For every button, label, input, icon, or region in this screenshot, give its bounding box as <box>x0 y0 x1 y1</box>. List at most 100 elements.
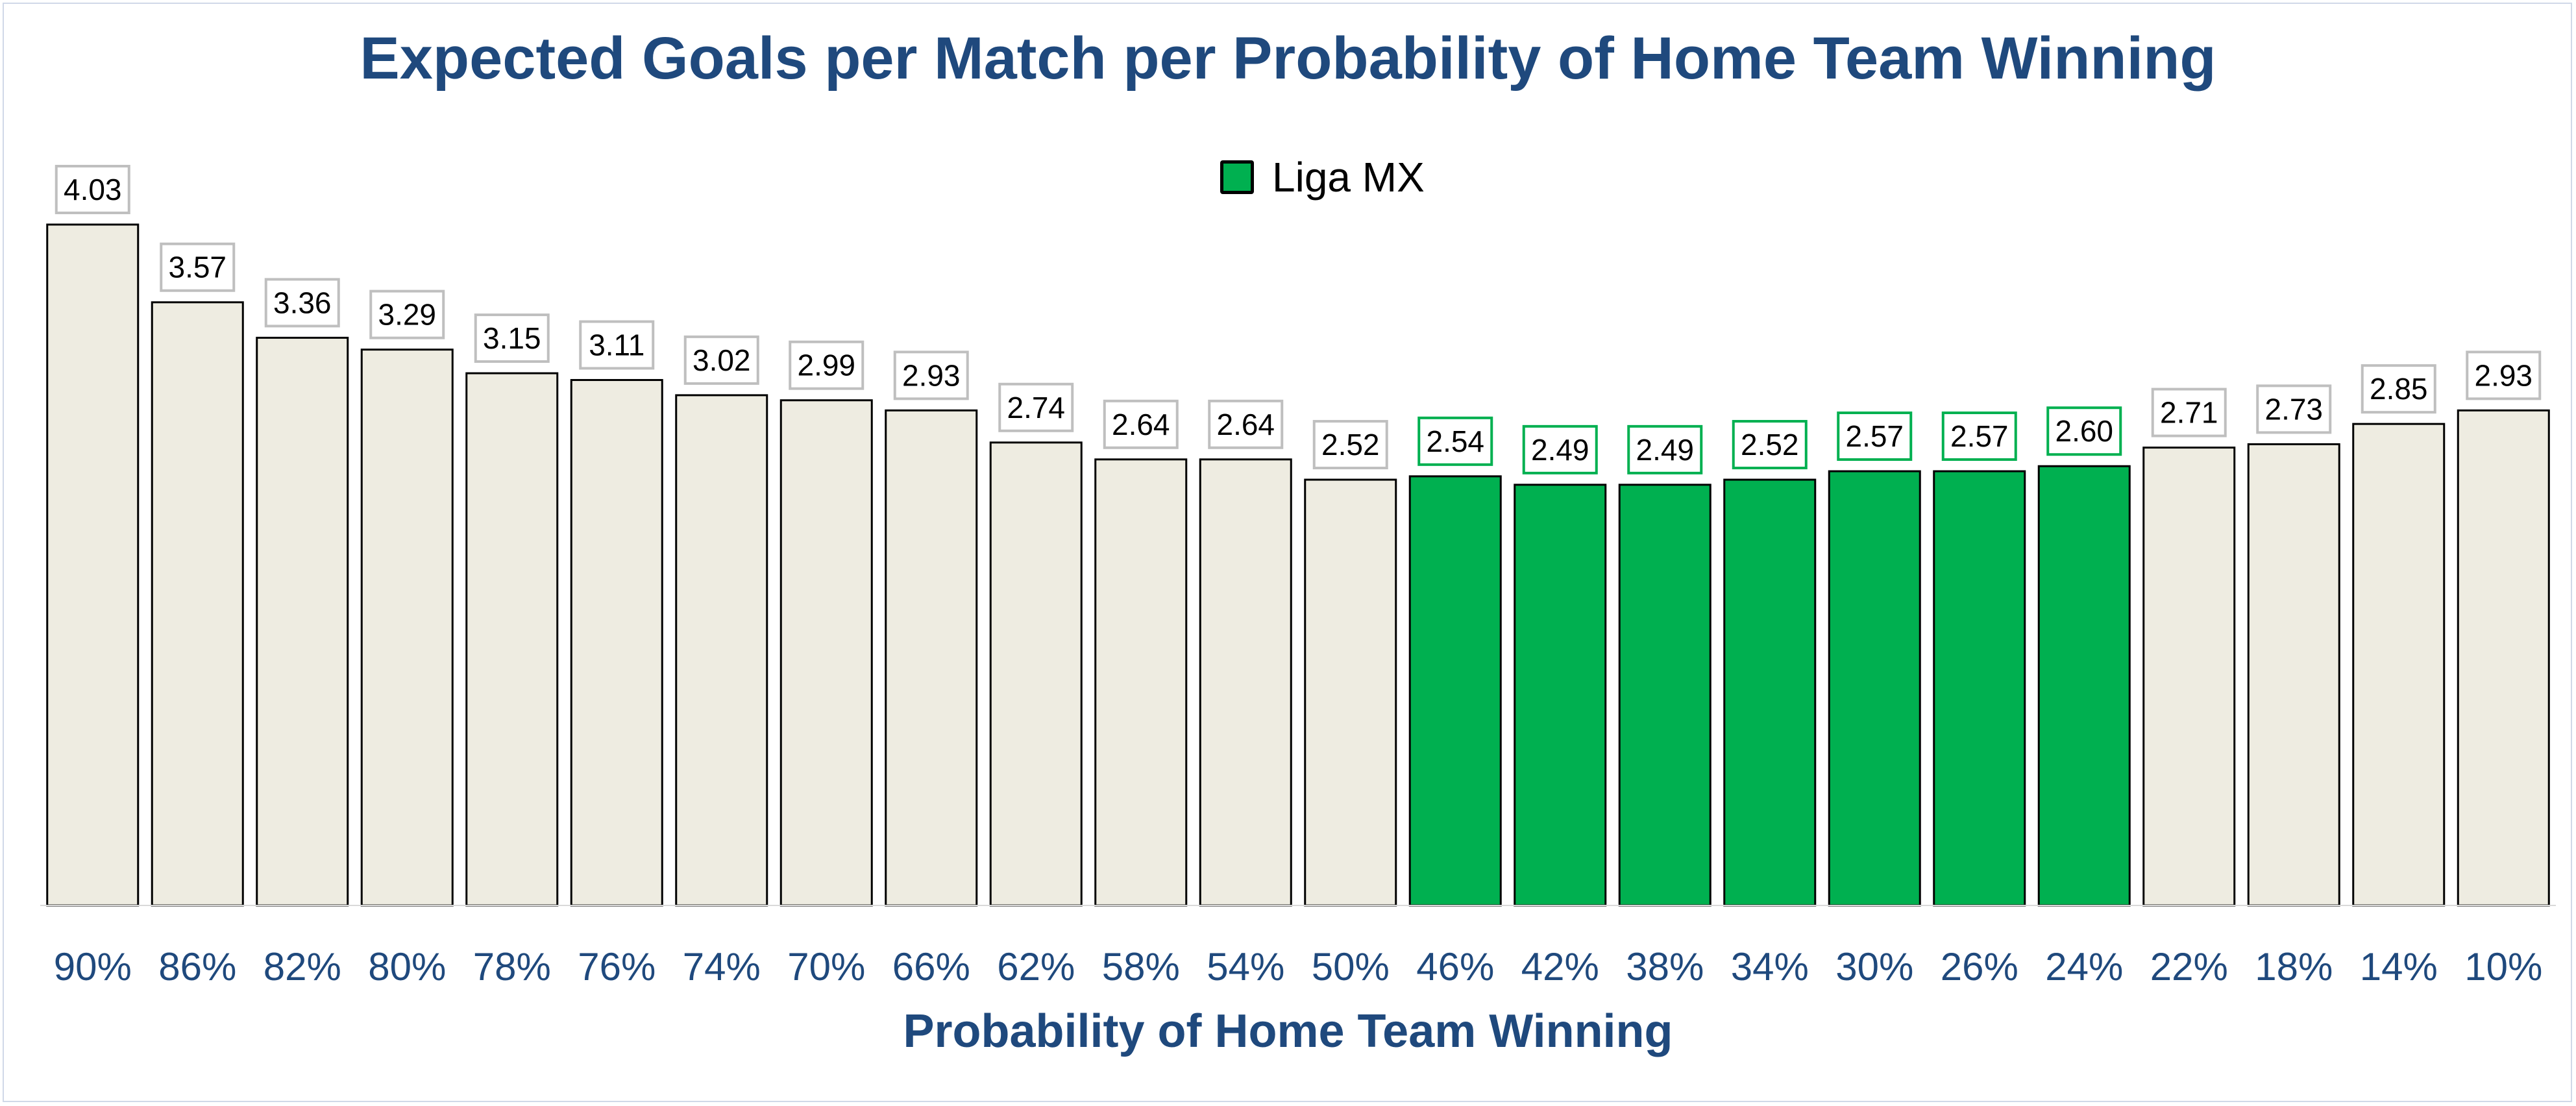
x-tick-label: 26% <box>1941 945 2018 989</box>
data-label-box <box>2361 364 2436 414</box>
data-label: 2.60 <box>2055 414 2113 448</box>
x-tick-label: 82% <box>264 945 341 989</box>
bar-50pct <box>1304 478 1397 907</box>
data-label: 3.57 <box>168 251 227 284</box>
bar-18pct <box>2247 443 2340 907</box>
bar-26pct <box>1933 470 2026 907</box>
data-label: 3.02 <box>693 343 751 377</box>
data-label: 2.54 <box>1426 424 1484 458</box>
bar-70pct <box>779 399 873 907</box>
bar-54pct <box>1199 458 1292 907</box>
x-tick-label: 10% <box>2464 945 2542 989</box>
legend: Liga MX <box>1220 154 1425 201</box>
data-label: 2.73 <box>2264 392 2323 426</box>
bar-90pct <box>46 223 140 907</box>
x-tick-label: 90% <box>54 945 132 989</box>
data-label-box <box>369 289 445 339</box>
data-label: 2.49 <box>1636 433 1694 467</box>
x-axis-title: Probability of Home Team Winning <box>903 1005 1673 1057</box>
bar-78pct <box>465 372 559 907</box>
data-label-box <box>160 242 236 292</box>
data-label-box <box>474 313 550 363</box>
bar-34pct <box>1723 478 1817 907</box>
x-tick-label: 50% <box>1312 945 1390 989</box>
data-label: 2.93 <box>902 358 961 392</box>
data-label-box <box>1837 412 1913 461</box>
x-tick-label: 62% <box>997 945 1075 989</box>
x-tick-label: 34% <box>1731 945 1809 989</box>
x-tick-label: 46% <box>1416 945 1494 989</box>
bar-76pct <box>570 378 663 907</box>
data-label-box <box>2256 384 2332 434</box>
x-tick-label: 76% <box>578 945 656 989</box>
x-tick-label: 42% <box>1521 945 1599 989</box>
x-tick-label: 58% <box>1102 945 1180 989</box>
bar-46pct <box>1408 475 1502 907</box>
chart-title: Expected Goals per Match per Probability… <box>360 25 2216 92</box>
data-label: 2.74 <box>1007 391 1065 424</box>
x-tick-label: 78% <box>473 945 551 989</box>
data-label-box <box>1941 412 2017 461</box>
x-tick-label: 38% <box>1626 945 1704 989</box>
data-label: 2.64 <box>1216 408 1275 441</box>
bar-14pct <box>2352 423 2446 907</box>
bar-66pct <box>885 409 978 907</box>
bar-10pct <box>2457 409 2550 907</box>
data-label-box <box>1417 416 1493 466</box>
data-label: 3.15 <box>483 321 541 355</box>
data-label-box <box>683 335 759 385</box>
x-tick-label: 14% <box>2360 945 2438 989</box>
data-label-box <box>1522 424 1598 474</box>
data-label: 2.52 <box>1741 428 1799 461</box>
data-label-box <box>1103 399 1179 449</box>
data-label: 4.03 <box>64 173 122 206</box>
bar-86pct <box>151 301 244 907</box>
data-label-box <box>1312 420 1388 470</box>
data-label: 2.64 <box>1112 408 1170 441</box>
data-label-box <box>998 382 1074 432</box>
data-label-box <box>2151 387 2227 437</box>
bar-38pct <box>1618 484 1711 907</box>
bar-42pct <box>1514 484 1607 907</box>
x-tick-label: 80% <box>368 945 446 989</box>
data-label-box <box>2046 406 2122 456</box>
bar-58pct <box>1094 458 1188 907</box>
bar-80pct <box>360 349 454 907</box>
x-tick-label: 24% <box>2045 945 2123 989</box>
x-tick-label: 30% <box>1835 945 1913 989</box>
data-label-box <box>579 320 655 370</box>
data-label-box <box>55 164 130 214</box>
legend-swatch-liga-mx <box>1220 160 1254 194</box>
bar-74pct <box>675 394 768 907</box>
data-label: 2.52 <box>1321 428 1380 461</box>
data-label: 2.85 <box>2370 372 2428 406</box>
bar-30pct <box>1828 470 1921 907</box>
x-tick-label: 18% <box>2255 945 2333 989</box>
data-label: 2.99 <box>797 349 855 382</box>
x-tick-label: 22% <box>2150 945 2228 989</box>
data-label-box <box>1732 420 1808 470</box>
x-tick-label: 66% <box>892 945 970 989</box>
x-tick-label: 70% <box>787 945 865 989</box>
data-label: 2.57 <box>1950 419 2009 453</box>
data-label-box <box>2466 350 2542 400</box>
data-label: 2.93 <box>2474 358 2533 392</box>
x-tick-label: 74% <box>683 945 761 989</box>
bar-62pct <box>989 441 1083 907</box>
data-label: 2.49 <box>1531 433 1589 467</box>
x-tick-label: 54% <box>1207 945 1284 989</box>
bar-24pct <box>2037 465 2131 907</box>
legend-label-liga-mx: Liga MX <box>1272 154 1425 201</box>
data-label: 2.57 <box>1845 419 1904 453</box>
data-label: 3.29 <box>378 298 436 332</box>
bar-22pct <box>2142 447 2236 907</box>
data-label-box <box>264 278 340 328</box>
chart-frame <box>3 3 2572 1102</box>
bar-82pct <box>256 336 349 907</box>
data-label: 3.11 <box>589 328 644 362</box>
data-label-box <box>789 340 865 390</box>
data-label: 2.71 <box>2160 396 2218 430</box>
data-label: 3.36 <box>273 286 332 319</box>
data-label-box <box>893 350 969 400</box>
